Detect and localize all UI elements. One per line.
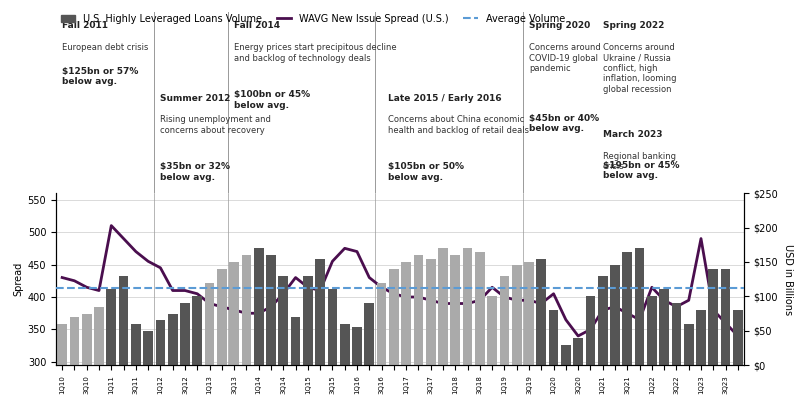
Bar [487, 296, 497, 365]
Bar [303, 276, 313, 365]
Bar [733, 310, 742, 365]
Bar [278, 276, 288, 365]
Bar [205, 283, 214, 365]
Bar [352, 327, 362, 365]
Bar [610, 266, 620, 365]
Bar [721, 269, 730, 365]
Text: $125bn or 57%
below avg.: $125bn or 57% below avg. [62, 67, 138, 86]
Text: Concerns about China economic
health and backlog of retail deals: Concerns about China economic health and… [388, 115, 529, 135]
Bar [622, 251, 632, 365]
Bar [684, 324, 694, 365]
Y-axis label: Spread: Spread [14, 262, 23, 296]
Bar [414, 255, 423, 365]
Bar [364, 303, 374, 365]
Bar [647, 296, 657, 365]
Bar [696, 310, 706, 365]
Bar [536, 259, 546, 365]
Text: European debt crisis: European debt crisis [62, 43, 149, 52]
Bar [242, 255, 251, 365]
Bar [598, 276, 608, 365]
Bar [499, 276, 510, 365]
Bar [143, 331, 153, 365]
Bar [70, 317, 79, 365]
Bar [512, 266, 522, 365]
Text: Energy prices start precipitous decline
and backlog of technology deals: Energy prices start precipitous decline … [234, 43, 397, 63]
Text: $100bn or 45%
below avg.: $100bn or 45% below avg. [234, 90, 310, 110]
Bar [290, 317, 301, 365]
Bar [180, 303, 190, 365]
Bar [574, 338, 583, 365]
Bar [230, 262, 239, 365]
Text: $105bn or 50%
below avg.: $105bn or 50% below avg. [388, 162, 464, 182]
Bar [192, 296, 202, 365]
Bar [659, 290, 669, 365]
Bar [94, 307, 104, 365]
Text: Rising unemployment and
concerns about recovery: Rising unemployment and concerns about r… [161, 115, 271, 135]
Bar [450, 255, 460, 365]
Bar [254, 248, 264, 365]
Bar [155, 320, 166, 365]
Bar [58, 324, 67, 365]
Bar [327, 290, 338, 365]
Bar [586, 296, 595, 365]
Bar [634, 248, 645, 365]
Bar [340, 324, 350, 365]
Bar [82, 314, 92, 365]
Bar [475, 251, 485, 365]
Text: March 2023: March 2023 [602, 130, 662, 139]
Bar [118, 276, 129, 365]
Bar [106, 290, 116, 365]
Text: $195bn or 45%
below avg.: $195bn or 45% below avg. [602, 161, 679, 180]
Bar [217, 269, 226, 365]
Bar [561, 344, 570, 365]
Legend: U.S. Highly Leveraged Loans Volume, WAVG New Issue Spread (U.S.), Average Volume: U.S. Highly Leveraged Loans Volume, WAVG… [61, 14, 565, 24]
Text: Fall 2011: Fall 2011 [62, 22, 108, 30]
Bar [266, 255, 276, 365]
Bar [389, 269, 398, 365]
Bar [671, 303, 682, 365]
Bar [377, 283, 386, 365]
Bar [708, 269, 718, 365]
Text: $45bn or 40%
below avg.: $45bn or 40% below avg. [529, 114, 599, 133]
Bar [168, 314, 178, 365]
Text: Spring 2020: Spring 2020 [529, 22, 590, 30]
Text: $35bn or 32%
below avg.: $35bn or 32% below avg. [161, 162, 230, 182]
Text: Regional banking
crisis: Regional banking crisis [602, 151, 676, 171]
Bar [462, 248, 473, 365]
Text: Concerns around
COVID-19 global
pandemic: Concerns around COVID-19 global pandemic [529, 43, 601, 73]
Text: Late 2015 / Early 2016: Late 2015 / Early 2016 [388, 94, 502, 103]
Text: Fall 2014: Fall 2014 [234, 22, 280, 30]
Text: Concerns around
Ukraine / Russia
conflict, high
inflation, looming
global recess: Concerns around Ukraine / Russia conflic… [602, 43, 676, 94]
Bar [549, 310, 558, 365]
Bar [426, 259, 436, 365]
Y-axis label: USD in Billions: USD in Billions [782, 244, 793, 315]
Text: Summer 2012: Summer 2012 [161, 94, 231, 103]
Bar [402, 262, 411, 365]
Text: $195bn or 45%
below avg.: $195bn or 45% below avg. [602, 198, 679, 218]
Bar [524, 262, 534, 365]
Bar [131, 324, 141, 365]
Bar [438, 248, 448, 365]
Text: Spring 2022: Spring 2022 [602, 22, 664, 30]
Bar [315, 259, 325, 365]
